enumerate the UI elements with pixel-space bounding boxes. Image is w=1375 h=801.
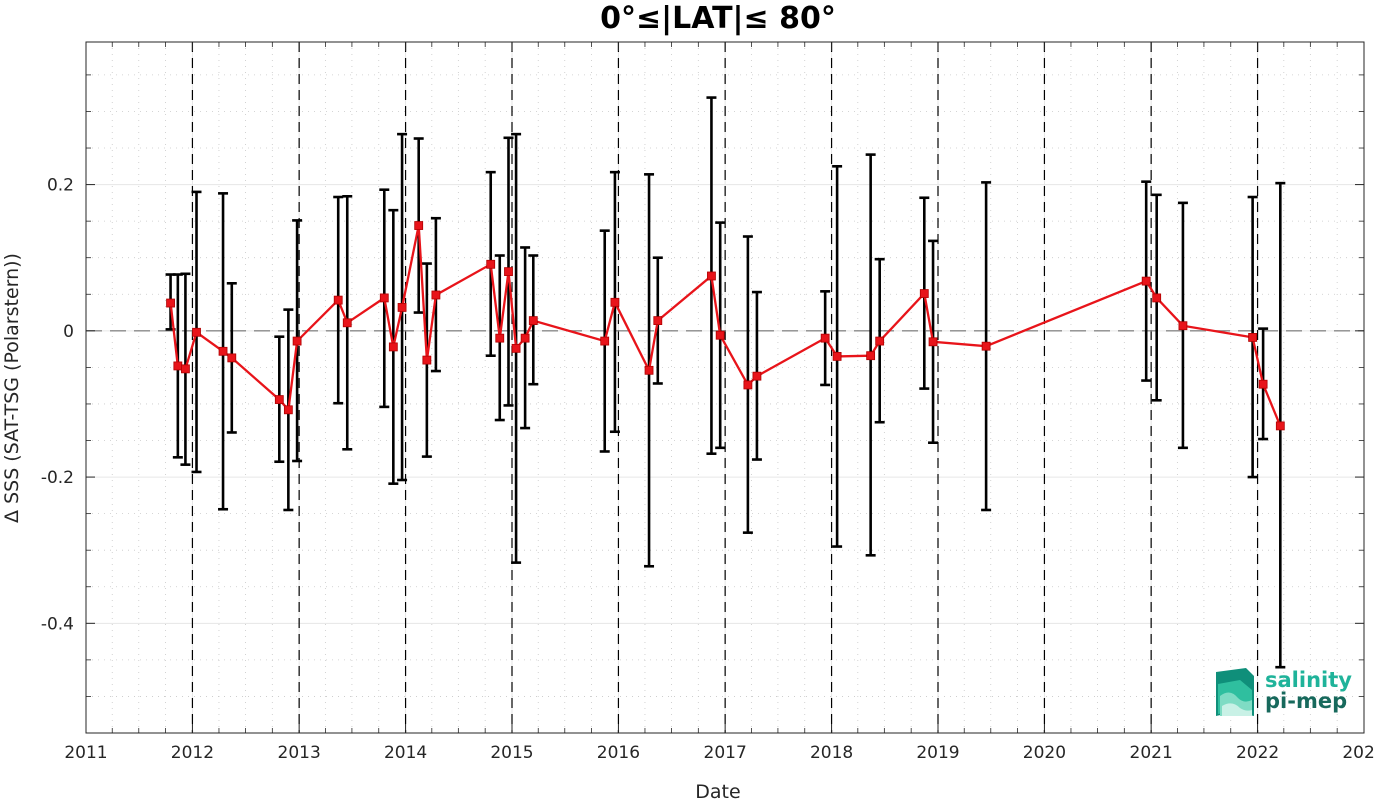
data-point <box>422 355 432 365</box>
wave-logo-icon <box>1216 668 1254 716</box>
logo-text-salinity: salinity <box>1265 668 1352 692</box>
x-tick-label: 2013 <box>278 743 321 763</box>
data-point <box>1248 333 1258 342</box>
data-point <box>644 365 654 375</box>
data-point <box>919 289 929 298</box>
data-point <box>752 371 762 381</box>
data-point <box>1152 293 1162 303</box>
data-point <box>600 336 610 346</box>
x-tick-label: 2018 <box>810 743 853 763</box>
data-point <box>333 295 343 305</box>
data-point <box>1141 276 1151 286</box>
data-point <box>274 395 284 404</box>
y-tick-label: -0.4 <box>41 614 74 634</box>
data-point <box>875 336 885 346</box>
data-point <box>832 352 842 361</box>
data-point <box>414 221 424 230</box>
x-tick-label: 2023 <box>1342 743 1375 763</box>
data-point <box>820 333 830 343</box>
data-point <box>1258 379 1268 389</box>
x-tick-label: 2017 <box>704 743 747 763</box>
data-point <box>743 380 753 390</box>
x-tick-label: 2011 <box>64 743 107 763</box>
series-line <box>169 225 1282 427</box>
y-tick-label: -0.2 <box>41 468 74 488</box>
x-tick-label: 2012 <box>171 743 214 763</box>
year-boundary-lines <box>191 42 1259 733</box>
data-point <box>520 333 530 343</box>
y-tick-label: 0 <box>63 322 74 342</box>
data-point <box>707 271 716 281</box>
salinity-pi-mep-logo: salinity pi-mep <box>1216 668 1352 716</box>
x-tick-label: 2016 <box>597 743 640 763</box>
data-point <box>486 259 496 269</box>
data-point <box>1178 321 1188 331</box>
data-point <box>181 364 190 374</box>
data-point <box>431 290 441 300</box>
chart-title: 0°≤|LAT|≤ 80° <box>600 1 836 36</box>
y-axis-label: Δ SSS (SAT-TSG (Polarstern)) <box>1 253 23 523</box>
x-axis-label: Date <box>695 781 740 801</box>
data-point <box>397 303 407 312</box>
data-point <box>227 353 237 363</box>
x-tick-label: 2020 <box>1023 743 1066 763</box>
data-point <box>292 336 302 346</box>
data-point <box>342 318 352 328</box>
data-point <box>495 333 505 343</box>
data-point <box>388 342 398 352</box>
x-tick-label: 2014 <box>384 743 427 763</box>
data-point <box>1275 421 1285 431</box>
data-points <box>166 221 1285 431</box>
data-point <box>511 343 521 353</box>
logo-text-pi-mep: pi-mep <box>1265 689 1347 713</box>
x-tick-label: 2022 <box>1236 743 1279 763</box>
data-point <box>218 346 228 356</box>
data-point <box>173 361 183 371</box>
data-point <box>715 330 725 340</box>
data-point <box>379 293 389 303</box>
data-point <box>504 267 513 277</box>
y-tick-label: 0.2 <box>47 176 74 196</box>
data-point <box>166 298 175 308</box>
x-tick-labels: 2011 2012 2013 2014 2015 2016 2017 2018 2019 2020… <box>64 743 1375 763</box>
x-tick-label: 2021 <box>1130 743 1173 763</box>
data-point <box>866 351 876 361</box>
x-tick-label: 2015 <box>490 743 533 763</box>
y-tick-labels: -0.4 -0.2 0 0.2 <box>41 176 74 635</box>
data-point <box>928 337 938 347</box>
data-point <box>610 297 620 307</box>
data-point <box>283 405 293 415</box>
x-tick-label: 2019 <box>916 743 959 763</box>
data-point <box>528 316 538 325</box>
data-point <box>192 327 201 337</box>
axis-ticks <box>85 42 1365 734</box>
data-point <box>653 316 663 325</box>
data-point <box>981 341 991 351</box>
